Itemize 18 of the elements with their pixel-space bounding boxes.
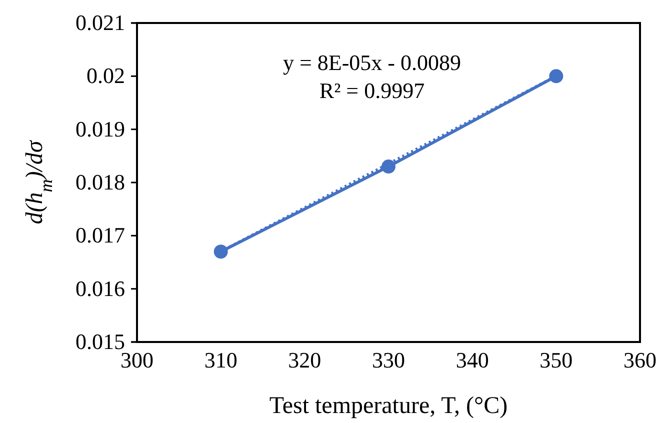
annotation: y = 8E-05x - 0.0089 bbox=[283, 50, 461, 75]
x-tick-label: 330 bbox=[372, 348, 405, 373]
annotation: R² = 0.9997 bbox=[319, 78, 425, 103]
x-tick-label: 320 bbox=[288, 348, 322, 373]
x-axis-title: Test temperature, T, (°C) bbox=[269, 393, 508, 419]
y-tick-label: 0.021 bbox=[76, 10, 125, 36]
x-tick-label: 350 bbox=[540, 348, 573, 373]
y-tick-label: 0.017 bbox=[76, 222, 125, 248]
point bbox=[382, 160, 396, 174]
y-tick-label: 0.02 bbox=[86, 63, 125, 88]
y-tick-label: 0.019 bbox=[76, 116, 125, 142]
x-tick-label: 310 bbox=[204, 348, 238, 373]
point bbox=[214, 244, 228, 259]
y-tick-label: 0.016 bbox=[76, 276, 125, 301]
y-tick-label: 0.018 bbox=[76, 170, 125, 195]
x-tick-label: 340 bbox=[456, 348, 489, 373]
x-tick-label: 360 bbox=[624, 348, 656, 373]
point bbox=[549, 69, 564, 84]
